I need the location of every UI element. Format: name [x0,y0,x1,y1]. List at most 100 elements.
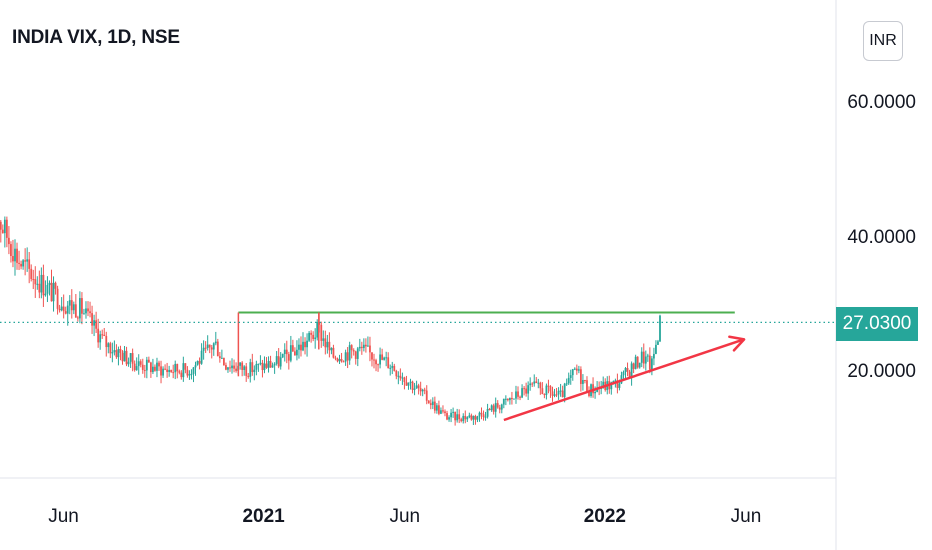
candle [448,415,450,422]
candle [565,378,568,386]
candle [413,382,416,396]
candle [231,358,233,374]
candle [198,357,201,370]
time-tick-label: 2022 [583,506,626,527]
candle [596,381,599,393]
candle [648,347,651,374]
candle [172,364,175,379]
candle [239,362,242,370]
currency-button[interactable]: INR [863,21,903,61]
candle [251,353,254,376]
candle [259,355,262,366]
candle [354,350,357,365]
candle [277,348,280,369]
candle [52,276,55,312]
candle [135,357,138,371]
candle [622,370,625,379]
candle [166,362,169,378]
candle [241,361,244,377]
candle [5,216,8,248]
candle [308,331,310,343]
candle [529,377,532,391]
candle [249,358,252,383]
candle [50,269,53,302]
candle [121,350,124,365]
candle [186,366,189,378]
candle [74,293,77,318]
candle [300,336,302,357]
candle [44,280,47,297]
candle [46,276,49,303]
candle [324,330,327,355]
candle [474,414,477,425]
candle [381,348,384,361]
candle [494,397,497,418]
candle [533,374,536,387]
last-price-badge: 27.0300 [836,307,918,341]
candle [362,338,365,352]
candle [131,348,134,372]
candle [630,361,633,386]
candle [160,360,162,384]
candle [182,356,185,382]
candle [571,368,574,381]
candle [32,269,35,290]
candle [634,354,637,370]
candle [70,289,73,319]
candle [454,411,457,426]
candle [18,250,20,271]
candle [391,361,394,375]
candle [527,381,530,401]
candle [97,318,100,348]
candle [559,383,562,397]
candle [64,306,67,315]
time-tick-label: 2021 [242,506,285,527]
candle [162,366,164,378]
candle [636,356,639,369]
symbol-title[interactable]: INDIA VIX, 1D, NSE [12,27,180,48]
candle [486,403,489,419]
candle [555,387,558,398]
candle [158,360,160,371]
candle [285,340,288,364]
candle [344,349,347,366]
candle [531,382,534,388]
candle [326,334,329,354]
candle [87,301,89,317]
candle [579,366,582,392]
candle [208,344,211,354]
candle [306,333,308,357]
candle [227,366,229,373]
candle [103,327,106,337]
candle [269,355,272,368]
candle [60,297,63,312]
time-tick-label: Jun [48,506,79,527]
candle [551,386,554,402]
candle [58,304,61,313]
candle [3,216,6,248]
candle [517,386,519,400]
candle [68,295,71,315]
candle [502,398,505,409]
candle [218,351,221,363]
candle [573,367,576,371]
candle [26,247,29,272]
time-tick-label: Jun [389,506,421,527]
candle [515,385,517,404]
candle [296,340,298,361]
candle [389,364,392,376]
candle [338,354,341,364]
candle [340,352,343,363]
candle [405,375,408,386]
candle [72,301,75,315]
price-tick-label: 20.0000 [847,361,916,382]
candle [214,331,217,346]
candle [212,342,215,356]
candle [348,341,351,365]
candle [446,410,448,421]
candle [123,346,126,362]
price-tick-label: 40.0000 [847,227,916,248]
candle [569,369,572,385]
candle [375,358,377,372]
